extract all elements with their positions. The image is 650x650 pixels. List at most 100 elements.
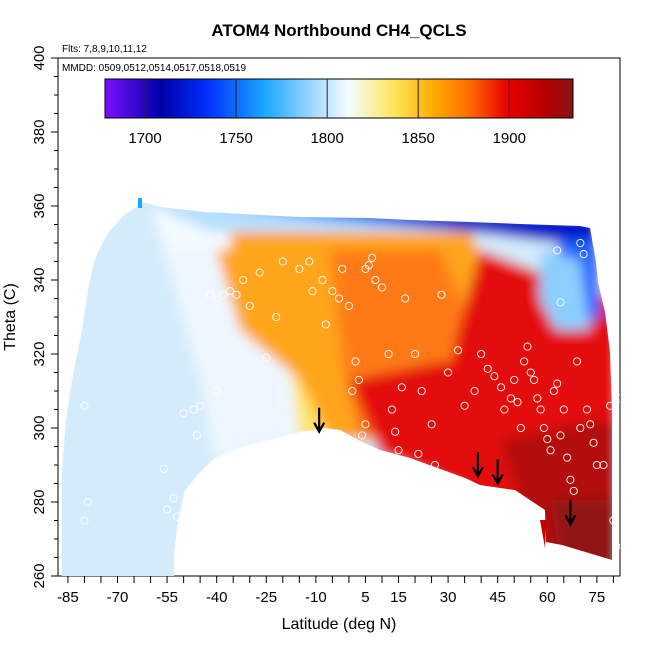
bottom-red-spike — [540, 520, 546, 548]
observation-point — [556, 298, 565, 307]
chart-title: ATOM4 Northbound CH4_QCLS — [211, 21, 466, 40]
observation-point — [80, 516, 89, 525]
observation-point — [225, 287, 234, 296]
observation-point — [569, 486, 578, 495]
observation-point — [599, 460, 608, 470]
observation-point — [278, 257, 287, 266]
x-tick-label: -85 — [57, 589, 79, 606]
colorbar-tick-label: 1900 — [493, 130, 526, 147]
observation-point — [401, 294, 410, 303]
observation-point — [172, 512, 182, 521]
observation-point — [586, 420, 595, 429]
observation-point — [245, 301, 254, 310]
observation-point — [576, 238, 585, 248]
x-tick-label: 30 — [440, 589, 457, 606]
observation-point — [483, 364, 492, 373]
observation-point — [255, 268, 264, 277]
observation-point — [83, 497, 92, 507]
observation-point — [556, 431, 565, 440]
observation-point — [516, 423, 525, 433]
observation-point — [334, 294, 344, 303]
y-tick-label: 320 — [31, 341, 48, 366]
field-dark-red-edge — [550, 500, 612, 576]
x-tick-label: 45 — [489, 589, 506, 606]
observation-point — [513, 398, 522, 407]
colorbar: 1700 1750 1800 1850 1900 — [104, 78, 574, 147]
observation-point — [239, 275, 248, 285]
arrow-marker — [313, 407, 326, 434]
observation-point — [582, 405, 591, 414]
observation-point — [295, 264, 304, 273]
observation-point — [387, 405, 396, 414]
observation-point — [490, 372, 499, 381]
observation-point — [351, 357, 360, 366]
observation-points — [63, 238, 620, 551]
y-tick-label: 280 — [31, 489, 48, 514]
observation-point — [553, 379, 562, 388]
x-tick-label: 75 — [589, 589, 606, 606]
x-tick-label: -25 — [255, 589, 277, 606]
observation-point — [506, 394, 515, 403]
colorbar-tick-label: 1850 — [402, 130, 435, 147]
x-tick-label: 60 — [539, 589, 556, 606]
observation-point — [321, 320, 330, 329]
y-tick-label: 300 — [31, 415, 48, 440]
x-tick-label: 15 — [390, 589, 407, 606]
colorbar-tick-label: 1750 — [219, 130, 252, 147]
observation-point — [470, 386, 479, 396]
y-tick-label: 340 — [31, 267, 48, 292]
x-axis: -85 -70 -55 -40 -25 -10 5 15 30 45 60 75 — [57, 576, 614, 606]
observation-point — [543, 435, 552, 444]
field-details — [138, 198, 546, 548]
observation-point — [523, 342, 532, 351]
observation-point — [410, 349, 420, 359]
observation-point — [262, 353, 271, 362]
observation-point — [196, 401, 205, 410]
observation-point — [318, 275, 327, 285]
observation-point — [510, 375, 519, 384]
observation-point — [305, 257, 314, 266]
observation-point — [377, 283, 387, 292]
observation-point — [427, 420, 436, 429]
observation-point — [460, 401, 469, 410]
observation-point — [63, 312, 72, 322]
observation-point — [308, 287, 317, 296]
observation-point — [612, 542, 620, 551]
observation-point — [364, 261, 373, 270]
y-tick-label: 260 — [31, 563, 48, 588]
arrow-marker — [471, 452, 484, 479]
observation-point — [417, 386, 426, 396]
observation-point — [163, 505, 172, 514]
observation-point — [576, 423, 585, 433]
observation-point — [189, 405, 198, 414]
observation-point — [536, 405, 545, 414]
x-tick-label: -55 — [156, 589, 178, 606]
observation-point — [549, 386, 558, 396]
colorbar-ticks: 1700 1750 1800 1850 1900 — [128, 79, 526, 147]
y-axis-label: Theta (C) — [2, 283, 19, 351]
arrows-layer — [313, 407, 577, 527]
observation-point — [192, 431, 201, 440]
colorbar-tick-label: 1700 — [128, 130, 161, 147]
observation-point — [358, 431, 367, 440]
field-right-light-wedge — [540, 250, 590, 330]
observation-point — [437, 290, 446, 299]
observation-point — [328, 287, 337, 296]
dates-annotation: MMDD: 0509,0512,0514,0517,0518,0519 — [62, 63, 246, 74]
observation-point — [159, 464, 168, 473]
field-pale-band — [150, 202, 310, 460]
observation-point — [566, 475, 575, 484]
observation-point — [520, 357, 529, 366]
observation-point — [179, 409, 188, 418]
observation-point — [272, 312, 281, 322]
observation-point — [394, 446, 403, 455]
observation-point — [232, 290, 241, 299]
observation-point — [354, 375, 363, 384]
observation-point — [572, 357, 582, 366]
observation-point — [80, 401, 89, 410]
observation-point — [368, 253, 377, 262]
y-tick-label: 360 — [31, 193, 48, 218]
observation-point — [371, 275, 380, 285]
